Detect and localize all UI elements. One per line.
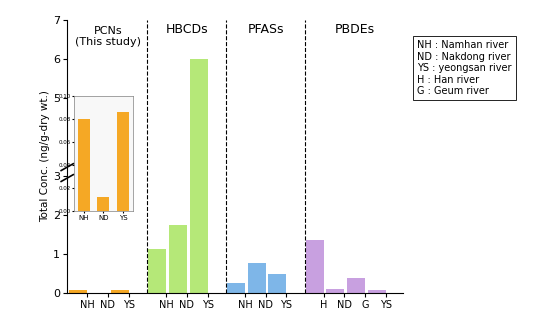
Bar bbox=[69, 290, 87, 293]
Bar bbox=[111, 289, 129, 293]
Text: PCNs
(This study): PCNs (This study) bbox=[75, 26, 141, 47]
Text: NH : Namhan river
ND : Nakdong river
YS : yeongsan river
H : Han river
G : Geum : NH : Namhan river ND : Nakdong river YS … bbox=[417, 40, 512, 96]
Bar bbox=[248, 263, 265, 293]
Bar bbox=[148, 249, 166, 293]
Text: PBDEs: PBDEs bbox=[335, 23, 375, 36]
Bar bbox=[227, 283, 245, 293]
Bar bbox=[368, 290, 386, 293]
Text: PFASs: PFASs bbox=[248, 23, 284, 36]
Bar bbox=[326, 289, 344, 293]
Bar bbox=[347, 278, 365, 293]
Y-axis label: Total Conc. (ng/g-dry wt.): Total Conc. (ng/g-dry wt.) bbox=[40, 91, 50, 222]
Bar bbox=[169, 225, 187, 293]
Bar bbox=[190, 59, 208, 293]
Bar bbox=[268, 274, 286, 293]
Text: HBCDs: HBCDs bbox=[166, 23, 208, 36]
Bar bbox=[306, 240, 324, 293]
